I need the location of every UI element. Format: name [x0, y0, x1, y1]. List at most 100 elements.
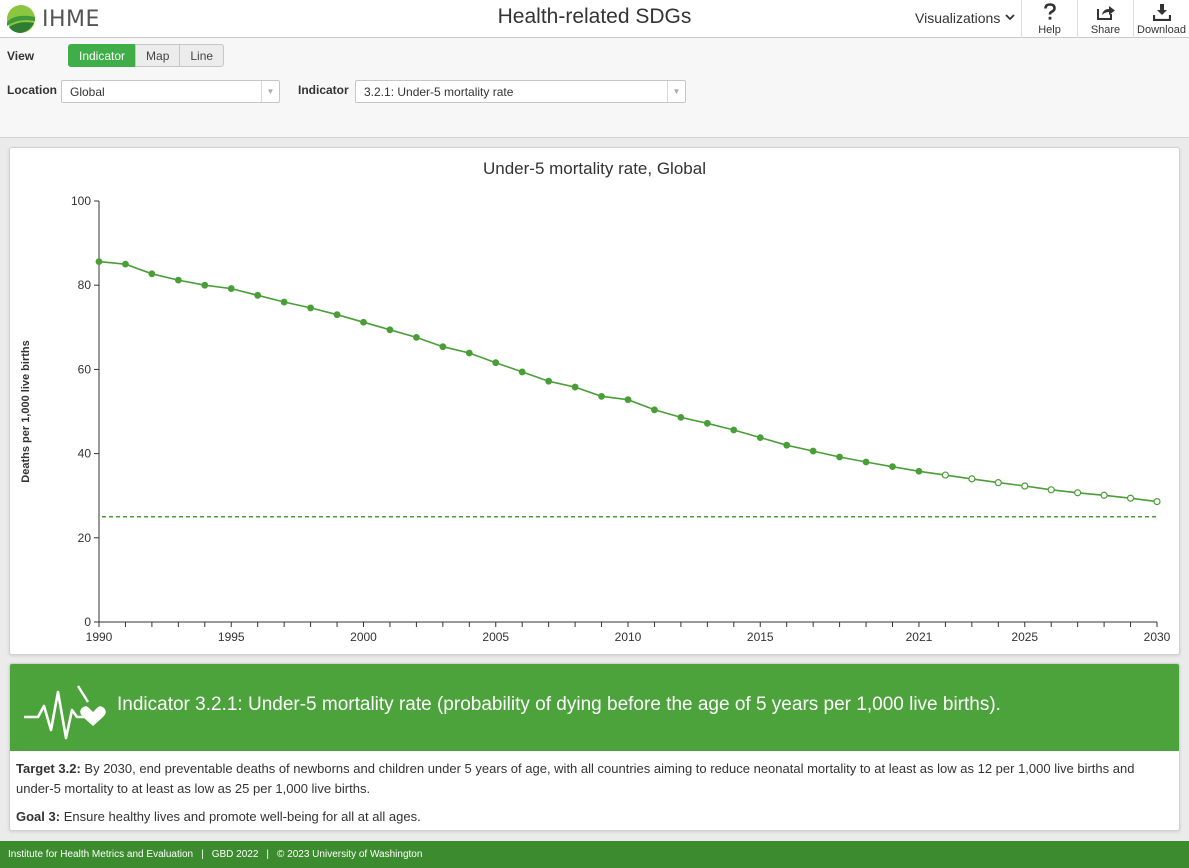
view-option-map[interactable]: Map: [135, 44, 181, 67]
y-tick-label: 100: [71, 194, 91, 208]
data-point: [968, 475, 976, 483]
goal-text: Ensure healthy lives and promote well-be…: [63, 809, 421, 824]
x-tick-label: 2030: [1144, 630, 1171, 644]
download-label: Download: [1137, 24, 1186, 36]
visualizations-menu[interactable]: Visualizations: [915, 10, 1015, 26]
data-point: [941, 471, 950, 479]
data-point: [809, 447, 817, 455]
data-point: [703, 419, 711, 427]
y-tick-label: 40: [78, 447, 92, 461]
view-option-line[interactable]: Line: [179, 44, 225, 67]
indicator-card: Indicator 3.2.1: Under-5 mortality rate …: [9, 663, 1180, 831]
data-point: [280, 298, 288, 306]
x-tick-label: 2000: [350, 630, 377, 644]
data-point: [651, 406, 658, 414]
heartbeat-heart-icon: [24, 685, 106, 740]
footer-separator: |: [266, 849, 270, 860]
chart-title: Under-5 mortality rate, Global: [483, 159, 706, 178]
data-point: [254, 291, 262, 299]
target-text: By 2030, end preventable deaths of newbo…: [16, 761, 1135, 796]
footer-separator: |: [201, 849, 204, 860]
data-point: [307, 304, 314, 312]
ihme-logo-icon: [7, 5, 35, 33]
footer: Institute for Health Metrics and Evaluat…: [0, 841, 1189, 868]
view-toggle: Indicator Map Line: [68, 44, 225, 67]
location-value: Global: [70, 84, 105, 99]
data-point: [148, 270, 156, 278]
ihme-logo[interactable]: IHME: [6, 3, 100, 35]
indicator-label: Indicator: [298, 83, 349, 97]
x-tick-label: 1995: [218, 630, 245, 644]
share-button[interactable]: Share: [1077, 0, 1133, 38]
chart-card: Under-5 mortality rate, Global 0 20 40 60 80…: [9, 147, 1180, 655]
y-tick-label: 20: [78, 531, 92, 545]
data-point: [439, 343, 447, 351]
location-label: Location: [7, 83, 57, 97]
data-point: [1074, 489, 1082, 497]
target-paragraph: Target 3.2: By 2030, end preventable dea…: [16, 759, 1171, 799]
download-button[interactable]: Download: [1133, 0, 1189, 38]
data-point: [915, 467, 923, 475]
indicator-banner: Indicator 3.2.1: Under-5 mortality rate …: [10, 664, 1179, 751]
location-select[interactable]: Global ▼: [61, 80, 280, 103]
data-point: [360, 318, 367, 326]
help-label: Help: [1038, 24, 1061, 36]
x-tick-label: 2015: [747, 630, 774, 644]
dropdown-arrow-icon: ▼: [261, 81, 279, 102]
data-point: [95, 258, 103, 266]
data-point: [545, 377, 553, 385]
y-tick-label: 80: [78, 278, 92, 292]
x-tick-label: 2025: [1011, 630, 1038, 644]
share-label: Share: [1090, 24, 1121, 36]
data-point: [386, 326, 394, 334]
help-button[interactable]: Help: [1021, 0, 1077, 38]
data-point: [783, 441, 791, 449]
target-label: Target 3.2:: [16, 761, 81, 776]
data-point: [598, 392, 605, 400]
data-point: [518, 368, 526, 376]
data-point: [889, 463, 896, 471]
data-point: [122, 260, 129, 268]
footer-gbd: GBD 2022: [211, 849, 259, 860]
data-point: [1021, 482, 1029, 490]
data-point: [465, 349, 473, 357]
visualizations-label: Visualizations: [915, 10, 1001, 26]
goal-label: Goal 3:: [16, 809, 61, 824]
series-line-estimate: [98, 260, 920, 473]
data-point: [862, 458, 870, 466]
indicator-select[interactable]: 3.2.1: Under-5 mortality rate ▼: [355, 80, 686, 103]
series-line-projection: [918, 470, 1158, 503]
data-point: [1100, 491, 1108, 499]
data-point: [492, 359, 500, 367]
y-tick-label: 60: [78, 362, 92, 376]
data-point: [836, 453, 843, 461]
data-point: [756, 434, 764, 442]
footer-org: Institute for Health Metrics and Evaluat…: [8, 849, 194, 860]
data-point: [677, 413, 685, 421]
logo-text: IHME: [42, 6, 100, 32]
indicator-description: Target 3.2: By 2030, end preventable dea…: [16, 759, 1171, 830]
data-point: [1047, 486, 1055, 494]
line-chart: 0 20 40 60 80 100 1990 1995 2000 2005 2010 2015 2021…: [20, 194, 1171, 644]
data-point: [624, 396, 632, 404]
data-point: [994, 479, 1002, 487]
x-tick-label: 1990: [86, 630, 113, 644]
view-option-indicator[interactable]: Indicator: [68, 44, 137, 67]
view-label: View: [7, 49, 35, 63]
chevron-down-icon: [1005, 13, 1015, 24]
data-point: [201, 281, 209, 289]
indicator-heading: Indicator 3.2.1: Under-5 mortality rate …: [117, 694, 1001, 715]
data-point: [730, 426, 738, 434]
indicator-value: 3.2.1: Under-5 mortality rate: [364, 84, 514, 99]
data-point: [227, 285, 235, 292]
data-point: [1153, 497, 1161, 506]
data-point: [333, 311, 341, 319]
share-icon: [1078, 3, 1133, 23]
download-icon: [1134, 3, 1189, 23]
footer-copyright: © 2023 University of Washington: [277, 849, 423, 860]
y-axis-label: Deaths per 1,000 live births: [20, 340, 32, 482]
x-tick-label: 2021: [906, 630, 933, 644]
top-bar: IHME Health-related SDGs Visualizations …: [0, 0, 1189, 38]
controls-panel: View Indicator Map Line Location Global …: [0, 38, 1189, 138]
data-point: [1126, 494, 1135, 502]
